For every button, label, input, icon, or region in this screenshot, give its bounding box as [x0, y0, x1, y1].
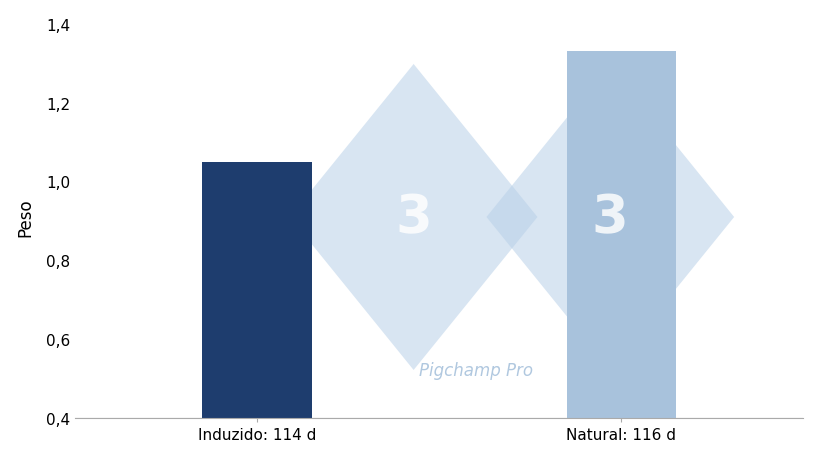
Polygon shape [486, 65, 733, 370]
Text: Pigchamp Pro: Pigchamp Pro [418, 361, 532, 379]
Bar [566, 52, 675, 459]
Polygon shape [289, 65, 536, 370]
Bar [202, 162, 311, 459]
Text: 3: 3 [395, 191, 432, 243]
Y-axis label: Peso: Peso [16, 198, 34, 237]
Text: 3: 3 [591, 191, 628, 243]
